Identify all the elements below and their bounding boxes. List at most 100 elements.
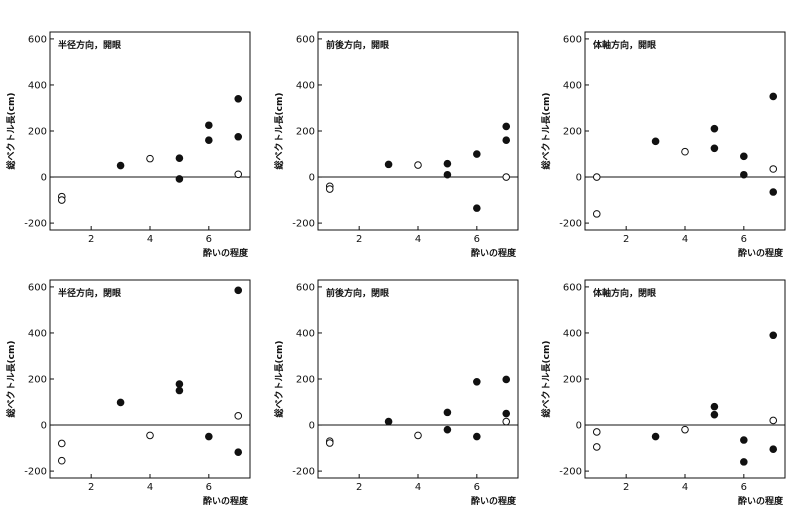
- data-point-filled: [205, 121, 213, 130]
- x-tick-label: 4: [415, 482, 421, 493]
- data-point-filled: [740, 152, 748, 161]
- y-tick-label: 600: [28, 282, 47, 293]
- x-tick-label: 4: [147, 482, 153, 493]
- y-axis-label: 総ベクトル長(cm): [540, 341, 552, 418]
- data-point-filled: [502, 122, 511, 131]
- y-tick-label: 200: [563, 127, 582, 138]
- data-point-open: [57, 196, 66, 204]
- data-point-filled: [443, 408, 452, 417]
- data-point-filled: [234, 286, 243, 295]
- y-tick-label: 600: [296, 282, 315, 293]
- data-point-open: [592, 428, 601, 436]
- data-point-open: [325, 185, 334, 193]
- data-point-filled: [740, 170, 748, 179]
- data-point-filled: [443, 170, 452, 179]
- plot-frame: [49, 279, 251, 479]
- x-tick-label: 6: [741, 234, 747, 245]
- x-tick-label: 2: [356, 482, 362, 493]
- y-tick-label: 600: [563, 34, 582, 45]
- y-tick-label: 200: [563, 375, 582, 386]
- data-point-filled: [710, 410, 719, 419]
- y-tick-label: 200: [296, 127, 315, 138]
- chart-title: 体軸方向，開眼: [593, 39, 656, 51]
- data-point-open: [592, 443, 601, 451]
- data-point-open: [592, 173, 601, 181]
- data-point-filled: [473, 150, 481, 158]
- data-point-open: [414, 161, 422, 169]
- y-axis-label: 総ベクトル長(cm): [5, 341, 17, 418]
- data-point-filled: [710, 144, 719, 153]
- data-point-filled: [769, 445, 778, 454]
- data-point-filled: [769, 92, 778, 101]
- chart-title: 体軸方向，閉眼: [593, 287, 656, 299]
- plot-frame: [584, 279, 786, 479]
- data-point-filled: [473, 377, 481, 386]
- x-axis-label: 酔いの程度: [471, 495, 517, 507]
- x-axis-label: 酔いの程度: [203, 247, 249, 259]
- data-point-filled: [116, 161, 125, 170]
- data-point-filled: [769, 188, 778, 196]
- y-tick-label: 0: [576, 421, 582, 432]
- plot-frame: [49, 31, 251, 231]
- data-point-filled: [234, 448, 243, 457]
- data-point-filled: [740, 458, 748, 466]
- data-point-open: [592, 210, 601, 218]
- x-tick-label: 6: [206, 234, 212, 245]
- plot-frame: [317, 31, 519, 231]
- data-point-filled: [175, 154, 184, 162]
- y-tick-label: 200: [28, 375, 47, 386]
- data-point-filled: [502, 136, 511, 145]
- data-point-open: [57, 456, 66, 465]
- data-point-open: [769, 416, 778, 425]
- data-point-open: [502, 173, 511, 181]
- y-axis-label: 総ベクトル長(cm): [273, 93, 285, 170]
- data-point-open: [414, 431, 422, 440]
- data-point-filled: [473, 432, 481, 441]
- x-axis-label: 酔いの程度: [738, 495, 784, 507]
- data-point-filled: [116, 398, 125, 407]
- x-tick-label: 4: [415, 234, 421, 245]
- y-tick-label: -200: [292, 467, 315, 478]
- y-tick-label: 200: [296, 375, 315, 386]
- data-point-filled: [175, 175, 184, 183]
- data-point-filled: [234, 132, 243, 141]
- y-tick-label: 400: [28, 328, 47, 339]
- x-tick-label: 2: [623, 234, 629, 245]
- data-point-open: [769, 165, 778, 173]
- data-point-filled: [234, 94, 243, 103]
- y-tick-label: 400: [563, 328, 582, 339]
- data-point-filled: [740, 436, 748, 444]
- data-point-filled: [443, 159, 452, 168]
- data-point-filled: [384, 160, 393, 169]
- plot-frame: [584, 31, 786, 231]
- y-tick-label: 0: [309, 421, 315, 432]
- chart-title: 前後方向，閉眼: [326, 287, 389, 299]
- x-axis-label: 酔いの程度: [738, 247, 784, 259]
- chart-title: 半径方向，開眼: [58, 39, 121, 51]
- data-point-filled: [651, 432, 660, 441]
- data-point-open: [502, 417, 511, 426]
- x-tick-label: 6: [741, 482, 747, 493]
- x-tick-label: 2: [623, 482, 629, 493]
- data-point-open: [325, 439, 334, 447]
- y-tick-label: 400: [563, 80, 582, 91]
- x-tick-label: 6: [474, 482, 480, 493]
- y-tick-label: 600: [28, 34, 47, 45]
- y-tick-label: 600: [563, 282, 582, 293]
- y-tick-label: -200: [559, 219, 582, 230]
- data-point-filled: [710, 124, 719, 133]
- data-point-open: [57, 439, 66, 448]
- chart-title: 半径方向，閉眼: [58, 287, 121, 299]
- y-tick-label: 400: [296, 80, 315, 91]
- y-tick-label: -200: [24, 219, 47, 230]
- y-axis-label: 総ベクトル長(cm): [540, 93, 552, 170]
- y-tick-label: -200: [24, 467, 47, 478]
- data-point-filled: [473, 204, 481, 212]
- data-point-filled: [205, 432, 213, 441]
- x-tick-label: 2: [356, 234, 362, 245]
- data-point-open: [681, 425, 689, 434]
